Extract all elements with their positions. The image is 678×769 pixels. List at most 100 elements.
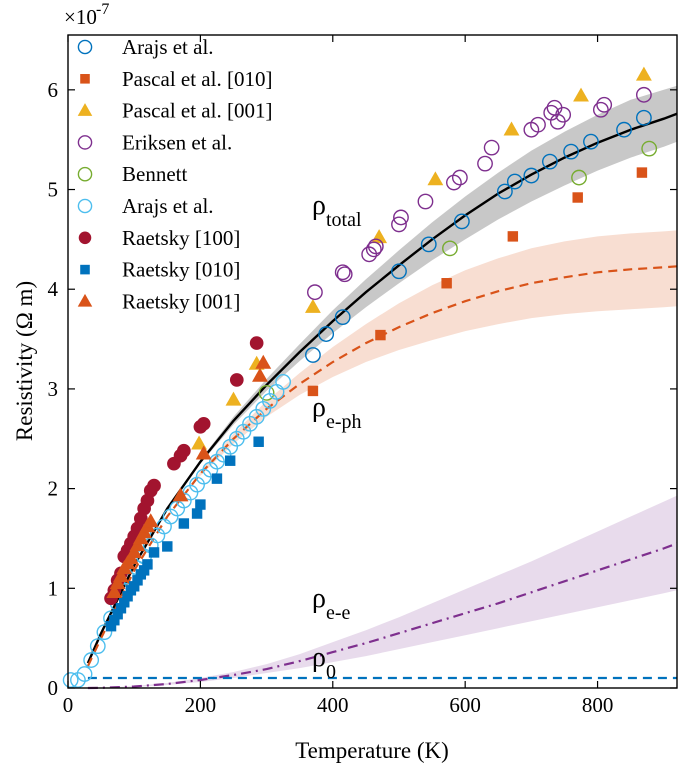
data-point xyxy=(391,263,407,280)
data-point xyxy=(393,209,409,226)
x-tick-label: 0 xyxy=(63,693,74,717)
x-tick-label: 600 xyxy=(449,693,481,717)
data-point xyxy=(249,336,264,350)
data-point xyxy=(112,609,123,620)
data-point xyxy=(224,455,236,466)
y-tick-label: 4 xyxy=(48,277,59,301)
data-point xyxy=(96,624,113,641)
data-point xyxy=(573,87,589,102)
data-point xyxy=(253,436,264,447)
data-point xyxy=(496,183,513,200)
legend-label: Eriksen et al. xyxy=(122,130,232,154)
data-point xyxy=(636,109,652,126)
y-tick-label: 3 xyxy=(48,377,59,401)
band-ee xyxy=(87,495,677,688)
data-point xyxy=(129,537,146,552)
data-point xyxy=(441,278,452,289)
data-point xyxy=(636,86,652,103)
data-point xyxy=(446,174,462,191)
legend-label: Raetsky [100] xyxy=(122,226,240,250)
data-point xyxy=(503,121,520,136)
data-markers xyxy=(62,66,658,688)
y-tick-label: 1 xyxy=(48,576,59,600)
uncertainty-bands xyxy=(87,85,677,688)
data-point xyxy=(147,478,161,493)
data-point xyxy=(563,143,579,160)
legend-entry: Raetsky [001] xyxy=(77,289,240,313)
data-point xyxy=(172,487,189,502)
legend-label: Pascal et al. [001] xyxy=(122,99,272,123)
data-point xyxy=(113,568,129,583)
data-point xyxy=(126,544,143,559)
data-point xyxy=(417,193,434,210)
data-point xyxy=(453,213,470,230)
data-point xyxy=(592,101,609,118)
plot-frame xyxy=(67,34,678,689)
series-0 xyxy=(305,109,652,363)
legend-entry: Arajs et al. xyxy=(77,35,214,59)
x-tick-label: 200 xyxy=(185,693,217,717)
data-point xyxy=(334,309,351,326)
band-eph xyxy=(87,230,677,667)
band-total xyxy=(87,85,677,664)
data-point xyxy=(105,620,117,632)
data-point xyxy=(367,238,384,255)
y-tick-label: 2 xyxy=(48,477,59,501)
data-point xyxy=(635,66,652,81)
axis-ticks: 0 200 400 600 800 0 1 2 3 4 5 6 xyxy=(48,35,677,717)
data-point xyxy=(427,171,444,186)
data-point xyxy=(162,541,173,552)
legend-marker xyxy=(80,74,90,84)
series-1 xyxy=(307,167,648,397)
data-point xyxy=(304,298,321,313)
legend-marker xyxy=(77,198,93,214)
data-point xyxy=(122,591,133,602)
data-point xyxy=(76,666,93,682)
legend-marker xyxy=(77,135,93,150)
curve-total xyxy=(86,112,678,664)
data-point xyxy=(138,565,150,576)
y-multiplier-base: ×10 xyxy=(64,5,97,29)
legend-marker xyxy=(77,39,93,55)
data-point xyxy=(229,373,244,387)
data-point xyxy=(555,106,572,123)
data-point xyxy=(83,652,100,668)
data-point xyxy=(255,354,272,369)
data-point xyxy=(132,575,143,586)
data-point xyxy=(477,155,493,172)
y-multiplier-exponent: -7 xyxy=(96,1,109,18)
y-tick-label: 6 xyxy=(48,78,59,102)
data-point xyxy=(191,435,208,450)
legend-marker xyxy=(77,293,93,307)
data-point xyxy=(334,264,351,281)
curve-label-0: ρ0 xyxy=(312,642,336,683)
legend-entry: Bennett xyxy=(77,162,187,186)
legend-label: Bennett xyxy=(122,162,187,186)
series-3 xyxy=(307,86,652,301)
data-point xyxy=(109,614,120,626)
legend-entry: Pascal et al. [010] xyxy=(80,67,272,91)
series-2 xyxy=(191,66,652,450)
data-point xyxy=(583,133,599,150)
data-point xyxy=(195,499,206,510)
data-point xyxy=(191,508,203,519)
curve-label-total: ρtotal xyxy=(312,190,362,231)
legend-entry: Eriksen et al. xyxy=(77,130,232,154)
data-point xyxy=(225,391,242,406)
data-point xyxy=(195,445,212,460)
data-point xyxy=(148,547,160,558)
data-point xyxy=(596,96,613,113)
data-point xyxy=(641,140,658,157)
legend: Arajs et al. Pascal et al. [010] Pascal et… xyxy=(77,35,272,313)
data-point xyxy=(451,169,468,186)
legend-label: Arajs et al. xyxy=(122,194,214,218)
legend-marker xyxy=(80,264,90,275)
data-point xyxy=(142,559,153,570)
series-4 xyxy=(258,140,658,401)
data-point xyxy=(115,603,127,614)
legend-label: Arajs et al. xyxy=(122,35,214,59)
data-point xyxy=(89,638,106,655)
y-axis-title: Resistivity (Ω m) xyxy=(12,281,37,441)
data-point xyxy=(142,513,159,528)
series-7 xyxy=(105,436,264,632)
